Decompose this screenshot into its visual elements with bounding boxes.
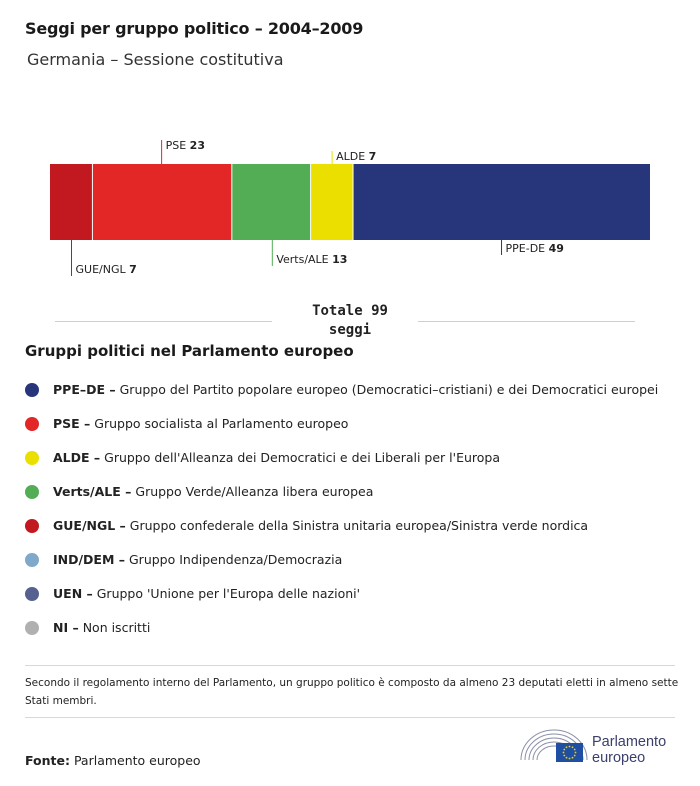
eu-star-icon [574,751,577,754]
bar-segment-ppe-de [353,164,650,240]
stacked-bar-chart: GUE/NGL 7 PSE 23 Verts/ALE 13 ALDE 7 PPE-DE … [50,139,650,276]
label-ppe-de: PPE-DE 49 [506,242,564,255]
total-divider-right [418,321,635,322]
legend-desc: Gruppo dell'Alleanza dei Democratici e d… [100,449,501,465]
legend-title: Gruppi politici nel Parlamento europeo [25,342,354,360]
legend-dot [25,451,39,465]
label-pse: PSE 23 [166,139,205,152]
eu-star-icon [568,745,571,748]
legend-item: PPE–DE – Gruppo del Partito popolare eur… [25,372,685,406]
legend-item: UEN – Gruppo 'Unione per l'Europa delle … [25,576,685,610]
european-parliament-hemicycle-icon [520,729,588,762]
legend-text: UEN – Gruppo 'Unione per l'Europa delle … [53,586,360,601]
legend-desc: Gruppo Verde/Alleanza libera europea [131,483,374,499]
label-value-alde: 7 [369,150,377,163]
legend-text: ALDE – Gruppo dell'Alleanza dei Democrat… [53,450,500,465]
label-verts-ale: Verts/ALE 13 [276,253,347,266]
legend-dot [25,621,39,635]
label-value-verts-ale: 13 [332,253,347,266]
legend-item: Verts/ALE – Gruppo Verde/Alleanza libera… [25,474,685,508]
legend-text: IND/DEM – Gruppo Indipendenza/Democrazia [53,552,342,567]
total-line1: Totale 99 [312,303,388,319]
legend-desc: Gruppo Indipendenza/Democrazia [125,551,343,567]
label-group-gue-ngl: GUE/NGL [76,263,130,276]
legend-item: NI – Non iscritti [25,610,685,644]
logo-line1: Parlamento [592,734,667,750]
chart-title: Seggi per gruppo politico – 2004–2009 [25,19,364,38]
legend-abbr: PPE–DE – [53,381,116,397]
parliament-logo: Parlamento europeo [519,726,689,770]
legend-text: PSE – Gruppo socialista al Parlamento eu… [53,416,348,431]
legend-desc: Gruppo 'Unione per l'Europa delle nazion… [92,585,361,601]
eu-flag-icon [556,743,583,762]
bar-segment-alde [310,164,354,240]
legend-desc: Gruppo del Partito popolare europeo (Dem… [115,381,659,397]
legend-text: PPE–DE – Gruppo del Partito popolare eur… [53,382,658,397]
footnote: Secondo il regolamento interno del Parla… [25,677,679,707]
legend-text: GUE/NGL – Gruppo confederale della Sinis… [53,518,588,533]
bar-segment-gue-ngl [50,164,93,240]
label-group-verts-ale: Verts/ALE [276,253,332,266]
legend-text: Verts/ALE – Gruppo Verde/Alleanza libera… [53,484,373,499]
legend-abbr: ALDE – [53,449,101,465]
eu-star-icon [568,757,571,760]
legend-abbr: IND/DEM – [53,551,126,567]
legend-dot [25,383,39,397]
legend-dot [25,417,39,431]
legend-dot [25,485,39,499]
total-label: Totale 99 seggi [285,302,415,340]
eu-star-icon [562,751,565,754]
label-value-ppe-de: 49 [549,242,564,255]
legend-abbr: UEN – [53,585,93,601]
label-gue-ngl: GUE/NGL 7 [76,263,137,276]
total-seats: Totale 99 seggi [55,302,635,342]
note-divider-top [25,665,675,666]
eu-star-icon [565,756,568,759]
total-divider-left [55,321,272,322]
label-value-gue-ngl: 7 [129,263,137,276]
eu-star-icon [571,746,574,749]
eu-star-icon [563,754,566,757]
legend-dot [25,553,39,567]
eu-star-icon [573,748,576,751]
legend-desc: Gruppo confederale della Sinistra unitar… [125,517,589,533]
bar-segment-verts-ale [231,164,311,240]
legend-desc: Non iscritti [78,619,151,635]
label-group-ppe-de: PPE-DE [506,242,549,255]
legend-abbr: Verts/ALE – [53,483,132,499]
label-group-alde: ALDE [336,150,369,163]
legend-abbr: PSE – [53,415,91,431]
legend-item: ALDE – Gruppo dell'Alleanza dei Democrat… [25,440,685,474]
label-alde: ALDE 7 [336,150,376,163]
label-group-pse: PSE [166,139,190,152]
legend-dot [25,587,39,601]
chart-subtitle: Germania – Sessione costitutiva [27,50,284,69]
note-divider-bottom [25,717,675,718]
logo-line2: europeo [592,750,646,766]
source-label: Fonte: [25,753,70,768]
legend-abbr: NI – [53,619,79,635]
logo-text: Parlamento europeo [592,734,666,766]
eu-star-icon [571,756,574,759]
legend-text: NI – Non iscritti [53,620,150,635]
source: Fonte: Parlamento europeo [25,753,201,768]
legend-abbr: GUE/NGL – [53,517,126,533]
legend-item: PSE – Gruppo socialista al Parlamento eu… [25,406,685,440]
legend-desc: Gruppo socialista al Parlamento europeo [90,415,349,431]
eu-star-icon [573,754,576,757]
legend-item: IND/DEM – Gruppo Indipendenza/Democrazia [25,542,685,576]
bar-segment-pse [92,164,232,240]
total-line2: seggi [328,322,372,338]
legend: PPE–DE – Gruppo del Partito popolare eur… [25,372,685,644]
label-value-pse: 23 [190,139,205,152]
legend-dot [25,519,39,533]
eu-star-icon [563,748,566,751]
source-value: Parlamento europeo [69,753,201,768]
eu-star-icon [565,746,568,749]
legend-item: GUE/NGL – Gruppo confederale della Sinis… [25,508,685,542]
